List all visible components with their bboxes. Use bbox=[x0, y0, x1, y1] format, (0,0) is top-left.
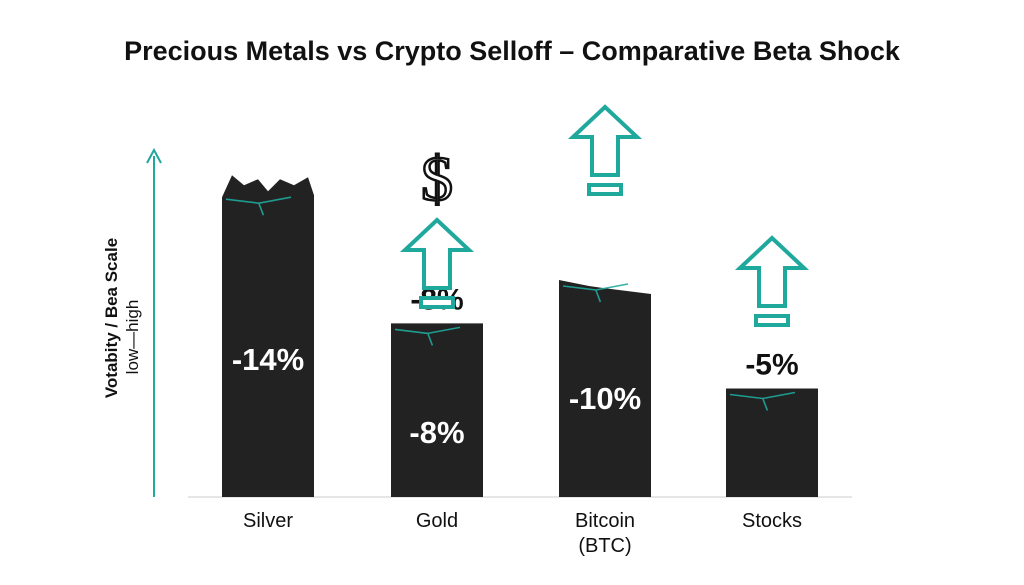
value-label-stocks: -5% bbox=[745, 349, 798, 382]
up-arrow-bitcoin-dash bbox=[589, 185, 621, 194]
up-arrow-gold-icon bbox=[405, 220, 469, 288]
category-label-silver: Silver bbox=[243, 510, 293, 532]
bar-stocks bbox=[726, 389, 818, 498]
up-arrow-stocks-icon bbox=[740, 238, 804, 306]
bar-label-silver: -14% bbox=[232, 342, 304, 377]
bar-label-gold: -8% bbox=[409, 415, 464, 450]
category-label-bitcoin: Bitcoin bbox=[575, 510, 635, 532]
y-axis-label: Votabity / Bea Scale bbox=[102, 238, 121, 398]
bar-silver bbox=[222, 175, 314, 497]
category-label-stocks: Stocks bbox=[742, 510, 802, 532]
bar-gold bbox=[391, 323, 483, 497]
dollar-icon: $ bbox=[421, 143, 453, 214]
up-arrow-stocks-dash bbox=[756, 316, 788, 325]
up-arrow-gold-dash bbox=[421, 298, 453, 307]
category-sublabel-bitcoin: (BTC) bbox=[578, 535, 631, 557]
up-arrow-bitcoin-icon bbox=[573, 107, 637, 175]
y-axis-sublabel: low—high bbox=[123, 300, 142, 375]
category-label-gold: Gold bbox=[416, 510, 458, 532]
chart-canvas: Votabity / Bea Scale low—high -14% Silver -8… bbox=[0, 0, 1024, 585]
bar-label-bitcoin: -10% bbox=[569, 381, 641, 416]
